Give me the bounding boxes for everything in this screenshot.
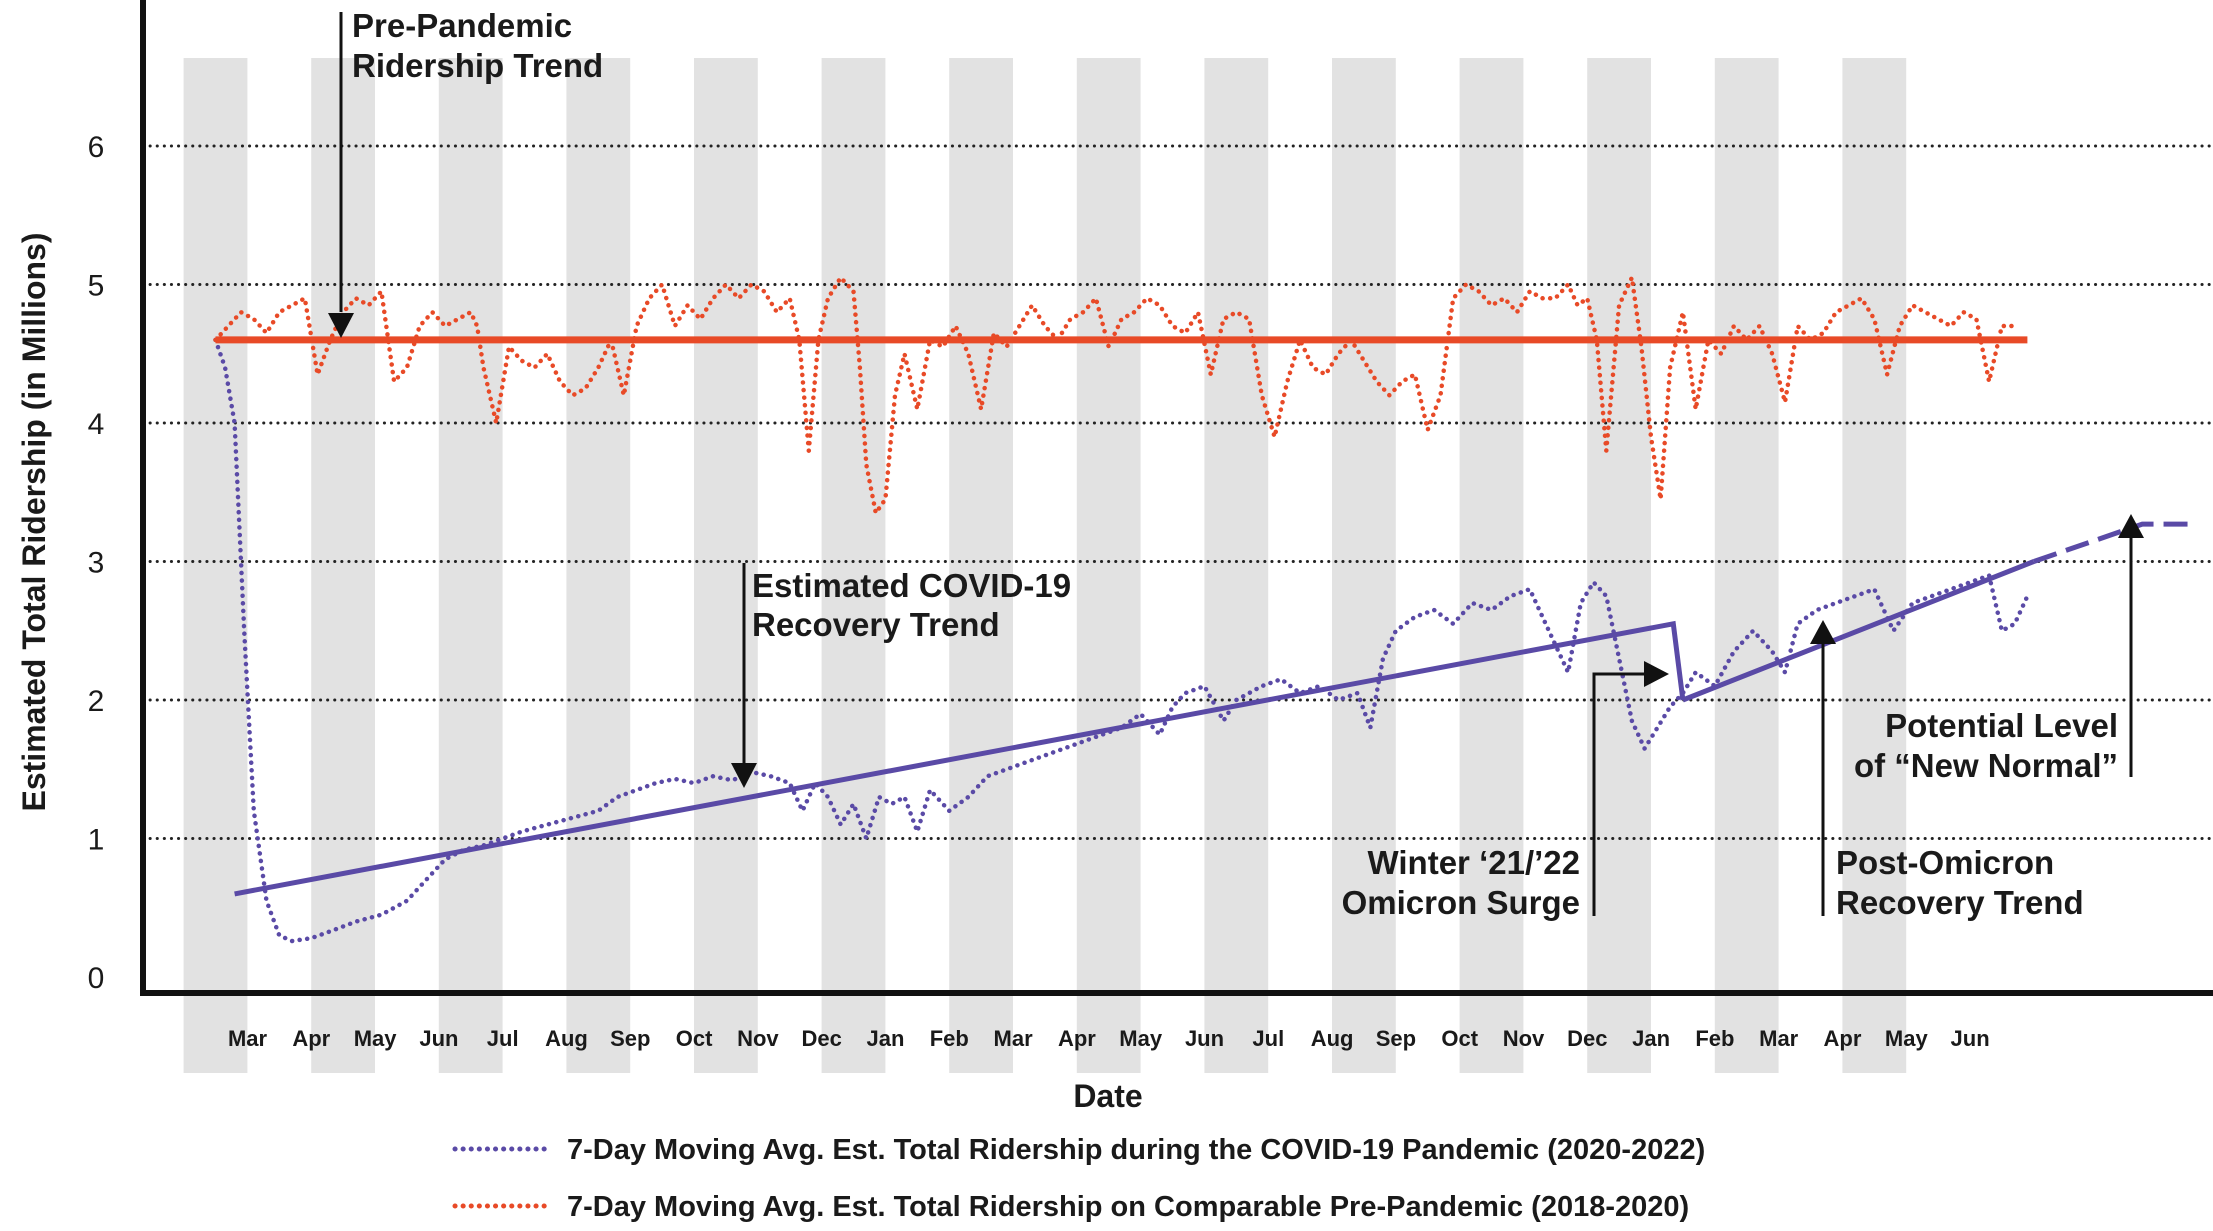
month-shade [1714, 58, 1779, 1073]
new-normal-annotation-line2: of “New Normal” [1854, 747, 2118, 784]
month-shade [1842, 58, 1907, 1073]
month-shade [1332, 58, 1396, 1073]
y-tick-label: 1 [88, 824, 105, 857]
x-tick-label: Feb [1695, 1026, 1734, 1051]
month-shade [1459, 58, 1524, 1073]
month-shade [821, 58, 886, 1073]
month-shade [311, 58, 375, 1073]
month-shade [183, 58, 248, 1073]
x-tick-label: Mar [1759, 1026, 1799, 1051]
x-tick-label: Oct [676, 1026, 713, 1051]
month-shade [438, 58, 503, 1073]
legend: 7-Day Moving Avg. Est. Total Ridership d… [452, 1134, 1705, 1223]
x-tick-label: Jun [1951, 1026, 1990, 1051]
month-shade [949, 58, 1013, 1073]
x-tick-label: Sep [610, 1026, 650, 1051]
x-tick-label: Apr [1824, 1026, 1862, 1051]
omicron-annotation-line2: Omicron Surge [1342, 884, 1580, 921]
covid-trend-arrowhead [731, 763, 757, 788]
y-tick-label: 5 [88, 270, 105, 303]
x-tick-label: Nov [737, 1026, 779, 1051]
new-normal-annotation-line1: Potential Level [1885, 707, 2118, 744]
x-tick-label: Jun [1185, 1026, 1224, 1051]
x-tick-label: Jul [487, 1026, 519, 1051]
prepandemic-arrowhead [328, 313, 354, 338]
post-omicron-arrowhead [1810, 620, 1836, 644]
covid-trend-annotation-line1: Estimated COVID-19 [752, 567, 1071, 604]
x-tick-labels: Mar Apr May Jun Jul Aug Sep Oct Nov Dec Jan Feb Mar A… [228, 1026, 1990, 1051]
x-tick-label: Mar [994, 1026, 1034, 1051]
series-covid-line [213, 337, 2030, 944]
y-tick-label: 4 [88, 408, 105, 441]
month-shade [566, 58, 631, 1073]
x-tick-label: Jan [1632, 1026, 1670, 1051]
x-tick-label: Nov [1503, 1026, 1545, 1051]
new-normal-arrowhead [2118, 514, 2144, 538]
gridlines [141, 144, 2213, 840]
x-tick-label: May [1119, 1026, 1163, 1051]
x-tick-label: Dec [1567, 1026, 1607, 1051]
trend-lines [215, 336, 2194, 897]
x-tick-label: Jun [419, 1026, 458, 1051]
x-tick-label: Apr [1058, 1026, 1096, 1051]
series-prepandemic-line [213, 275, 2017, 516]
omicron-arrowhead [1644, 661, 1669, 687]
x-tick-label: Mar [228, 1026, 268, 1051]
x-tick-label: May [354, 1026, 398, 1051]
legend-label-covid: 7-Day Moving Avg. Est. Total Ridership d… [567, 1134, 1705, 1166]
x-tick-label: Jan [867, 1026, 905, 1051]
x-tick-label: Sep [1376, 1026, 1416, 1051]
prepandemic-annotation-line2: Ridership Trend [352, 47, 603, 84]
annotation-arrows [339, 12, 2133, 916]
month-shade [1204, 58, 1269, 1073]
x-tick-label: Jul [1252, 1026, 1284, 1051]
omicron-arrow-shaft [1592, 672, 1648, 916]
y-tick-label: 2 [88, 685, 105, 718]
new-normal-dashed-line [2032, 521, 2194, 564]
post-omicron-trend-line [1681, 559, 2035, 703]
legend-label-prepandemic: 7-Day Moving Avg. Est. Total Ridership o… [567, 1191, 1689, 1223]
x-tick-label: Oct [1441, 1026, 1478, 1051]
covid-recovery-trend-line [234, 620, 1686, 897]
x-tick-label: Apr [292, 1026, 330, 1051]
x-tick-label: Aug [545, 1026, 588, 1051]
month-shade [694, 58, 758, 1073]
annotation-arrowheads [328, 313, 2144, 788]
y-axis-title: Estimated Total Ridership (in Millions) [16, 233, 52, 812]
x-tick-label: Feb [930, 1026, 969, 1051]
month-shade [1076, 58, 1141, 1073]
post-omicron-annotation-line2: Recovery Trend [1836, 884, 2084, 921]
x-tick-label: Aug [1311, 1026, 1354, 1051]
omicron-annotation-line1: Winter ‘21/’22 [1368, 844, 1580, 881]
month-shade [1587, 58, 1651, 1073]
covid-trend-annotation-line2: Recovery Trend [752, 606, 1000, 643]
post-omicron-annotation-line1: Post-Omicron [1836, 844, 2054, 881]
x-tick-label: May [1885, 1026, 1929, 1051]
month-shading [183, 58, 1907, 1073]
x-tick-label: Dec [802, 1026, 842, 1051]
prepandemic-annotation-line1: Pre-Pandemic [352, 7, 572, 44]
y-tick-label: 6 [88, 131, 105, 164]
y-tick-label: 3 [88, 547, 105, 580]
y-tick-labels: 0 1 2 3 4 5 6 [88, 131, 105, 995]
x-axis-title: Date [1073, 1078, 1142, 1114]
y-tick-label: 0 [88, 962, 105, 995]
data-series [213, 275, 2030, 944]
